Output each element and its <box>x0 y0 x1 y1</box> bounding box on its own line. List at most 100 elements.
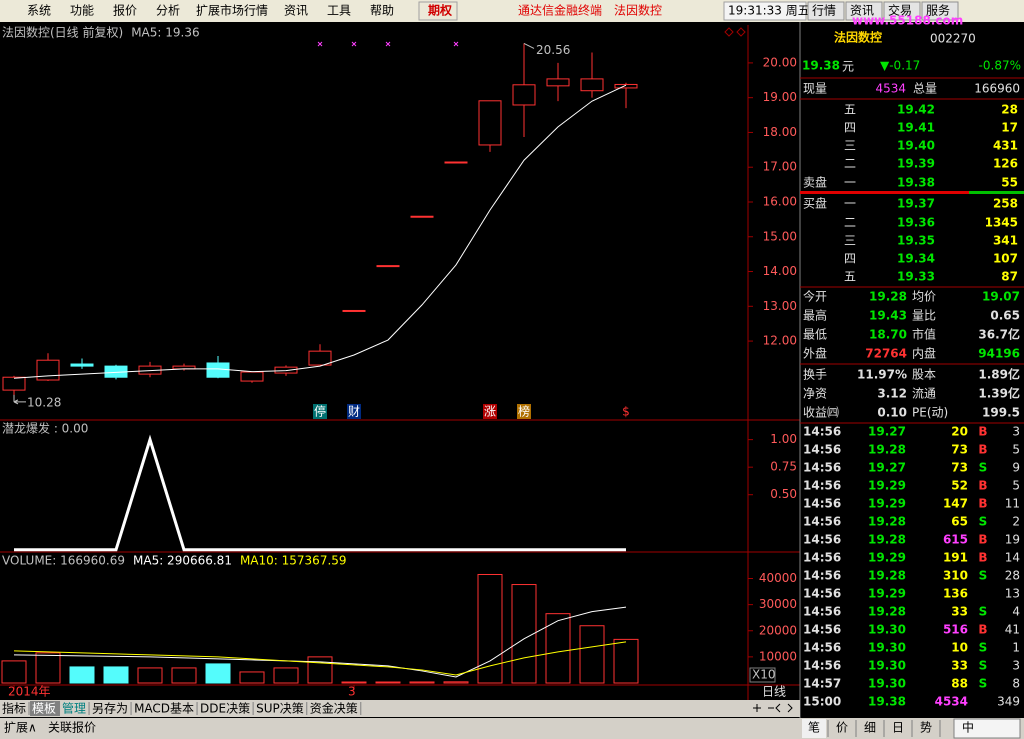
y-tick-label: 40000 <box>759 571 797 585</box>
trade-price: 19.28 <box>868 569 906 583</box>
scale-box <box>749 667 776 683</box>
menu-button-label[interactable]: 行情 <box>812 4 836 18</box>
legend: MA5: 19.36 <box>131 26 199 40</box>
panel-tab[interactable]: 势 <box>920 721 932 735</box>
tab[interactable]: 另存为 <box>92 702 128 716</box>
chart-icon <box>736 27 746 37</box>
order-volume: 28 <box>1001 103 1018 117</box>
trade-time: 14:56 <box>803 641 841 655</box>
tab-selected <box>30 701 61 716</box>
panel-tab[interactable]: 日 <box>892 721 904 735</box>
stat-label: PE(动) <box>912 406 948 420</box>
trade-volume: 191 <box>943 551 968 565</box>
trade-time: 14:56 <box>803 497 841 511</box>
candle-body <box>410 215 434 218</box>
order-level: 三 <box>844 139 856 153</box>
order-volume: 431 <box>993 139 1018 153</box>
order-level: 二 <box>844 157 856 171</box>
ime[interactable]: 中 <box>962 720 974 735</box>
menu-option[interactable]: 期权 <box>428 3 453 18</box>
trade-time: 14:57 <box>803 677 841 691</box>
menu-button <box>807 1 845 21</box>
tab[interactable]: 模板 <box>32 702 56 716</box>
y-tick-label: 0.50 <box>770 487 797 501</box>
menu-button-label[interactable]: 交易 <box>888 3 912 18</box>
trade-count: 3 <box>1012 425 1020 439</box>
trade-side: B <box>978 623 987 637</box>
volume-bar <box>171 667 197 684</box>
candle-body <box>36 359 60 381</box>
trade-price: 19.27 <box>868 461 906 475</box>
expand[interactable]: 扩展∧ <box>4 721 37 735</box>
volume-bar <box>273 667 299 684</box>
order-price: 19.38 <box>897 176 935 190</box>
menu-item[interactable]: 系统 <box>27 4 51 18</box>
trade-price: 19.29 <box>868 479 906 493</box>
trade-price: 19.29 <box>868 551 906 565</box>
order-level: 三 <box>844 234 856 248</box>
menu-item[interactable]: 分析 <box>156 4 180 18</box>
related[interactable]: 关联报价 <box>48 720 96 735</box>
order-price: 19.34 <box>897 252 935 266</box>
trade-time: 15:00 <box>803 695 841 709</box>
tab[interactable]: DDE决策 <box>200 702 250 716</box>
trade-volume: 147 <box>943 497 968 511</box>
menu-button-label[interactable]: 服务 <box>926 3 950 18</box>
menu-item[interactable]: 资讯 <box>284 4 308 18</box>
order-price: 19.42 <box>897 103 935 117</box>
order-level: 一 <box>844 197 856 211</box>
trade-time: 14:56 <box>803 515 841 529</box>
trade-side: S <box>979 515 988 529</box>
option-box <box>418 1 458 21</box>
candle-body <box>512 84 536 106</box>
panel-tab[interactable]: 细 <box>864 721 876 735</box>
stat-value: 19.43 <box>869 309 907 323</box>
volume-bar <box>613 638 639 684</box>
trade-count: 349 <box>997 695 1020 709</box>
trade-side: S <box>979 569 988 583</box>
trade-volume: 310 <box>943 569 968 583</box>
order-volume: 55 <box>1001 176 1018 190</box>
tab[interactable]: 管理 <box>62 701 86 716</box>
menu-item[interactable]: 扩展市场行情 <box>196 3 268 18</box>
tab[interactable]: 指标 <box>2 701 26 716</box>
tab[interactable]: SUP决策 <box>256 702 304 716</box>
menu-button-label[interactable]: 资讯 <box>850 4 874 18</box>
toolbar-icons <box>753 703 793 713</box>
menu-item[interactable]: 报价 <box>113 3 137 18</box>
order-price: 19.37 <box>897 197 935 211</box>
order-level: 一 <box>844 176 856 190</box>
stat-value: 72764 <box>865 347 907 361</box>
volume-bar <box>205 663 231 684</box>
change: ▼-0.17 <box>880 59 920 73</box>
trade-side: S <box>979 659 988 673</box>
menu-item[interactable]: 帮助 <box>370 4 394 18</box>
order-level: 二 <box>844 216 856 230</box>
order-price: 19.40 <box>897 139 935 153</box>
menu-item[interactable]: 工具 <box>327 4 351 18</box>
low-annotation: 10.28 <box>27 395 61 409</box>
order-price: 19.36 <box>897 216 935 230</box>
volume-bar <box>69 666 95 684</box>
candle-body <box>70 363 94 367</box>
trade-volume: 33 <box>951 605 968 619</box>
legend: 潜龙爆发 : 0.00 <box>2 421 88 436</box>
y-tick-label: 30000 <box>759 597 797 611</box>
stat-value: 36.7亿 <box>978 327 1020 342</box>
trade-volume: 4534 <box>935 695 968 709</box>
tab[interactable]: 资金决策 <box>310 701 358 716</box>
trade-count: 4 <box>1012 605 1020 619</box>
ime-box <box>953 718 1021 739</box>
panel-tab[interactable]: 价 <box>836 721 848 735</box>
trade-side: B <box>978 479 987 493</box>
panel-tab[interactable]: 笔 <box>808 720 820 735</box>
menu-item[interactable]: 功能 <box>70 4 94 18</box>
trade-count: 14 <box>1005 551 1020 565</box>
trade-time: 14:56 <box>803 533 841 547</box>
volume-bar <box>477 573 503 684</box>
legend: MA5: 290666.81 <box>133 554 232 568</box>
stat-label: 净资 <box>803 387 827 401</box>
trade-count: 5 <box>1012 443 1020 457</box>
tab[interactable]: MACD基本 <box>134 702 194 716</box>
menu-button <box>921 1 959 21</box>
